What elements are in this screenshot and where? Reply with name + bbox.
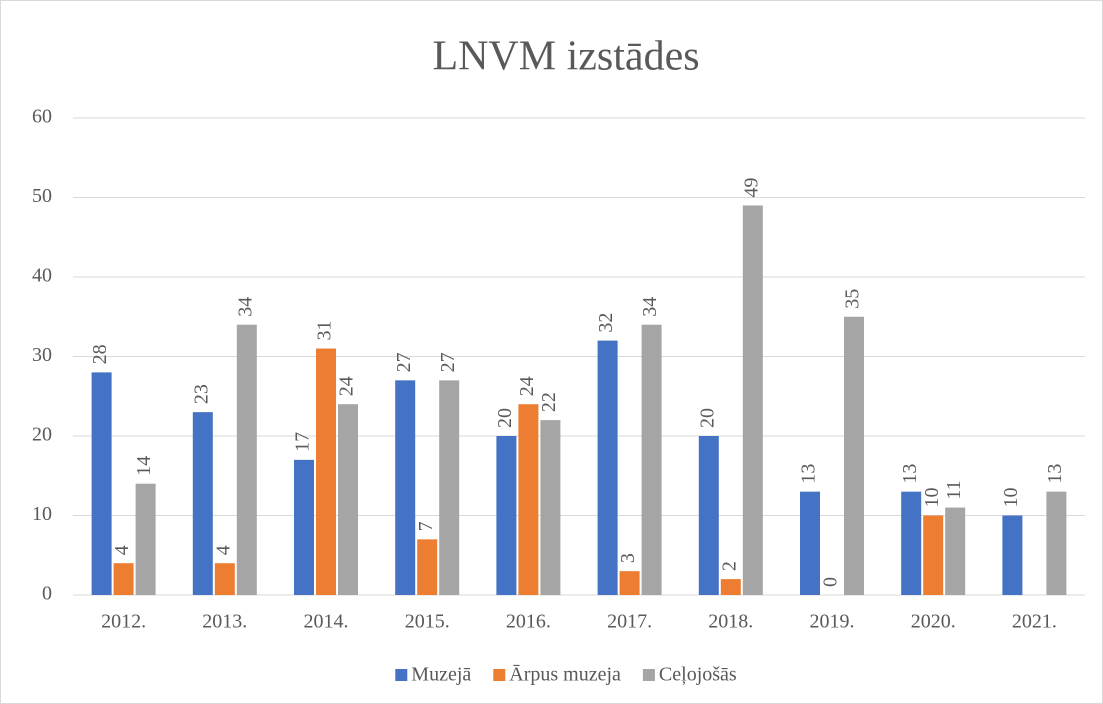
data-label: 17 [292,432,314,452]
bar [294,459,314,595]
data-label: 10 [1000,488,1022,508]
data-label: 49 [740,177,762,197]
chart-title: LNVM izstādes [432,34,699,80]
bar [338,404,358,595]
data-label: 0 [820,577,842,587]
data-label: 20 [696,408,718,428]
bar [439,380,460,595]
x-tick-label: 2012. [101,611,146,633]
bar [316,348,336,595]
x-tick-label: 2015. [405,611,450,633]
bar [91,372,112,595]
data-label: 4 [212,545,234,555]
data-label: 24 [336,376,358,396]
data-label: 28 [89,344,111,364]
y-tick-label: 50 [32,185,52,207]
bar [698,436,719,595]
data-label: 7 [415,521,437,531]
bar [619,571,640,595]
bar [395,380,416,595]
bar [540,420,561,595]
bar [742,205,763,595]
y-tick-label: 20 [32,424,52,446]
data-label: 2 [718,561,740,571]
bar [135,483,156,595]
legend-label: Ārpus muzeja [509,664,621,686]
data-label: 3 [617,553,639,563]
x-tick-label: 2013. [202,611,247,633]
data-label: 22 [538,392,560,412]
data-label: 20 [494,408,516,428]
bar [1046,491,1067,595]
data-label: 27 [437,352,459,372]
data-label: 34 [639,297,661,317]
data-label: 32 [595,313,617,333]
bar [844,316,864,595]
bar [945,507,966,595]
bar [192,412,213,595]
legend-label: Ceļojošās [659,664,737,686]
y-tick-label: 60 [32,106,52,128]
x-tick-label: 2016. [506,611,551,633]
bar [518,404,539,595]
data-label: 14 [133,456,155,476]
x-tick-label: 2018. [708,611,753,633]
bar [923,515,944,595]
legend-swatch [642,669,655,681]
bar [641,324,662,595]
data-label: 35 [842,289,864,309]
x-tick-label: 2021. [1012,611,1057,633]
data-label: 31 [314,321,336,341]
data-label: 13 [899,464,921,484]
data-label: 34 [234,297,256,317]
data-label: 27 [393,352,415,372]
x-tick-label: 2019. [810,611,855,633]
data-label: 13 [798,464,820,484]
bar [901,491,922,595]
bar [800,491,820,595]
bar [417,539,438,595]
bar [214,563,235,595]
data-label: 4 [111,545,133,555]
x-tick-label: 2020. [911,611,956,633]
data-label: 24 [516,376,538,396]
bar [597,340,618,595]
legend-swatch [395,669,408,681]
y-tick-label: 30 [32,344,52,366]
y-tick-label: 0 [42,583,52,605]
bar [113,563,134,595]
bar [720,579,741,595]
bar [1002,515,1023,595]
x-tick-label: 2017. [607,611,652,633]
data-label: 23 [190,384,212,404]
data-label: 10 [921,488,943,508]
bar [236,324,257,595]
y-tick-label: 40 [32,265,52,287]
x-tick-label: 2014. [304,611,349,633]
data-label: 11 [943,480,965,499]
y-tick-label: 10 [32,503,52,525]
data-label: 13 [1044,464,1066,484]
bar [496,436,517,595]
legend-label: Muzejā [411,664,471,686]
legend-swatch [493,669,506,681]
